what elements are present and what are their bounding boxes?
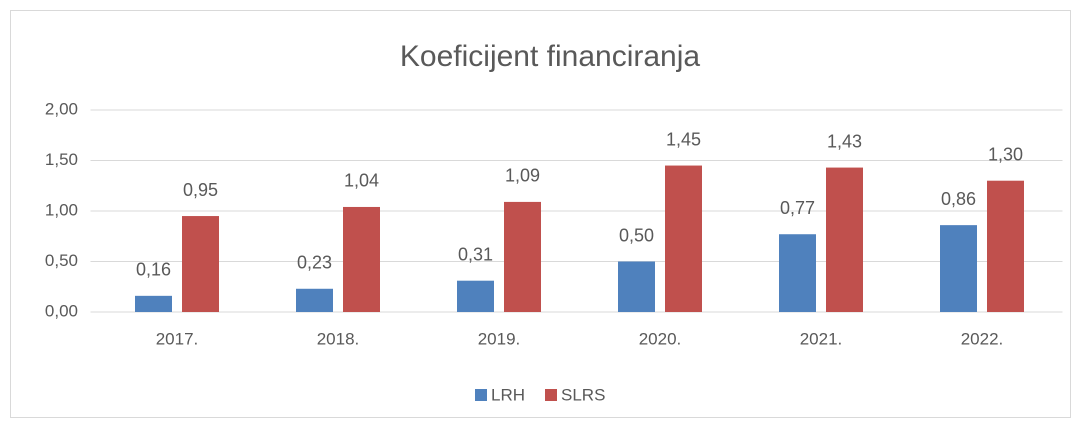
bar: [457, 280, 494, 312]
y-tick-label: 0,00: [45, 301, 78, 320]
data-label: 0,31: [458, 244, 493, 264]
data-label: 0,23: [297, 253, 332, 273]
x-tick-label: 2018.: [317, 329, 360, 348]
x-tick-label: 2017.: [156, 329, 199, 348]
data-label: 0,16: [136, 260, 171, 280]
x-tick-label: 2020.: [639, 329, 682, 348]
legend-label: SLRS: [561, 385, 605, 404]
bar: [296, 288, 333, 312]
data-label: 0,77: [780, 198, 815, 218]
bar: [182, 216, 219, 312]
bar: [940, 225, 977, 312]
data-label: 1,30: [988, 144, 1023, 164]
x-tick-label: 2021.: [800, 329, 843, 348]
legend-label: LRH: [491, 385, 525, 404]
data-label: 1,04: [344, 171, 379, 191]
x-tick-label: 2022.: [961, 329, 1004, 348]
y-tick-label: 2,00: [45, 99, 78, 118]
x-tick-label: 2019.: [478, 329, 521, 348]
legend-swatch: [475, 389, 487, 401]
bar: [504, 201, 541, 312]
data-label: 1,09: [505, 166, 540, 186]
bar: [779, 234, 816, 312]
bar: [618, 261, 655, 312]
y-tick-label: 1,50: [45, 150, 78, 169]
data-label: 0,95: [183, 180, 218, 200]
chart-title: Koeficijent financiranja: [400, 40, 700, 73]
data-label: 0,50: [619, 225, 654, 245]
legend-swatch: [545, 389, 557, 401]
bar: [665, 165, 702, 312]
bar: [826, 167, 863, 312]
bar: [343, 206, 380, 312]
bar: [987, 180, 1024, 312]
data-label: 1,43: [827, 131, 862, 151]
data-label: 0,86: [941, 189, 976, 209]
y-tick-label: 1,00: [45, 200, 78, 219]
bar: [135, 295, 172, 312]
y-tick-label: 0,50: [45, 251, 78, 270]
data-label: 1,45: [666, 129, 701, 149]
